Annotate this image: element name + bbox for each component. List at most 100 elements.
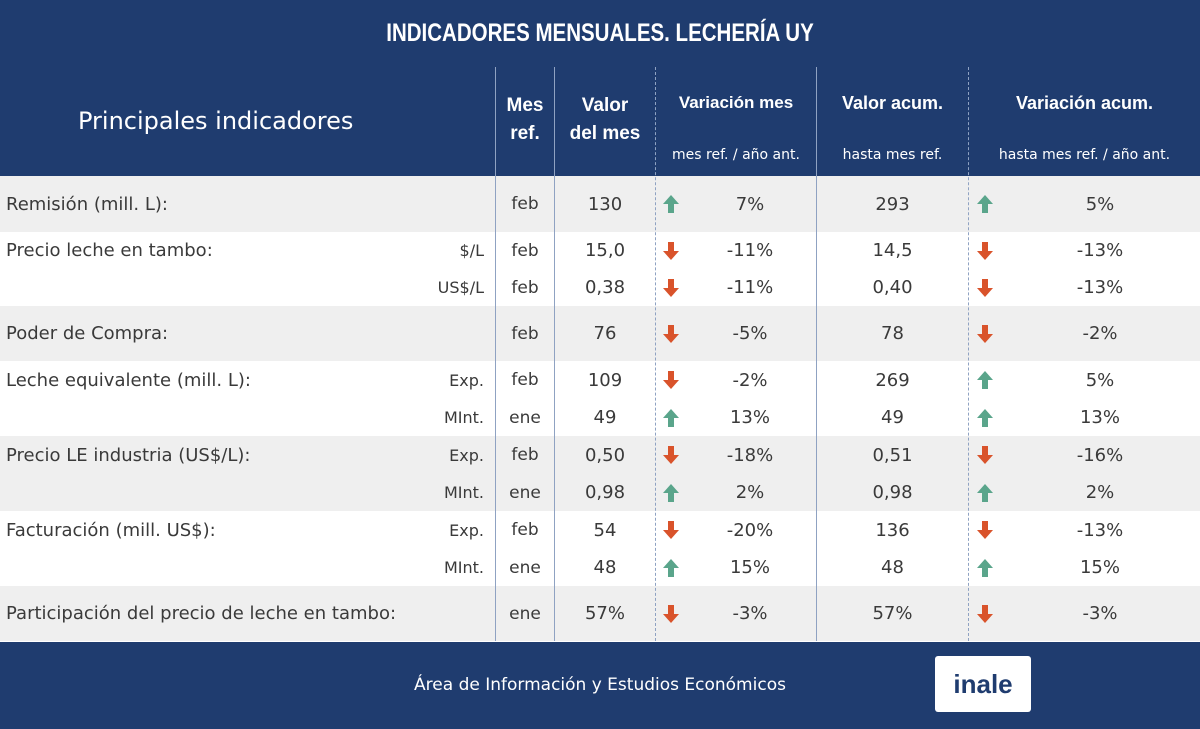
table-row: US$/L feb 0,38 -11% 0,40 -13%	[0, 269, 1200, 306]
column-divider	[655, 67, 656, 641]
arrow-up-icon	[974, 549, 996, 586]
variacion-mes-value: -11%	[726, 240, 774, 261]
header-mes-ref: Mes ref.	[496, 67, 554, 176]
unit-label: MInt.	[443, 408, 484, 427]
indicator-label: Remisión (mill. L):	[6, 193, 168, 215]
unit-label: $/L	[459, 241, 484, 260]
column-divider	[495, 67, 496, 641]
table-row: Precio leche en tambo: $/L feb 15,0 -11% 14,5…	[0, 232, 1200, 269]
header-varacum-title: Variación acum.	[1015, 93, 1154, 113]
header-acum-sub: hasta mes ref.	[842, 147, 943, 163]
valor-mes-value: 15,0	[584, 240, 626, 261]
indicator-label	[6, 399, 426, 436]
valor-acum-value: 49	[881, 407, 904, 428]
table-row: Participación del precio de leche en tam…	[0, 586, 1200, 641]
unit-label: US$/L	[437, 278, 484, 297]
variacion-acum-value: -13%	[1076, 277, 1124, 298]
variacion-acum-value: -13%	[1076, 240, 1124, 261]
mes-ref-value: feb	[511, 277, 539, 298]
valor-mes-value: 48	[593, 557, 617, 578]
mes-ref-value: feb	[511, 370, 539, 390]
mes-ref-value: ene	[509, 407, 541, 428]
arrow-down-icon	[660, 511, 682, 549]
table-row: Remisión (mill. L): feb 130 7% 293 5%	[0, 176, 1200, 232]
valor-mes-value: 0,50	[584, 444, 626, 466]
table-row: MInt. ene 0,98 2% 0,98 2%	[0, 474, 1200, 511]
arrow-up-icon	[660, 474, 682, 511]
valor-acum-value: 136	[875, 519, 910, 541]
variacion-mes-value: -11%	[726, 277, 774, 298]
table-row: Precio LE industria (US$/L): Exp. feb 0,50 -…	[0, 436, 1200, 474]
unit-label: Exp.	[449, 520, 484, 540]
arrow-down-icon	[660, 361, 682, 399]
valor-mes-value: 49	[593, 407, 617, 428]
valor-acum-value: 57%	[872, 603, 913, 624]
arrow-down-icon	[660, 269, 682, 306]
mes-ref-value: feb	[511, 194, 539, 214]
indicator-label: Poder de Compra:	[6, 323, 169, 344]
valor-acum-value: 293	[875, 193, 910, 215]
title-bar: INDICADORES MENSUALES. LECHERÍA UY	[0, 0, 1200, 68]
valor-mes-value: 0,38	[584, 277, 626, 298]
header-var-sub: mes ref. / año ant.	[672, 147, 800, 163]
inale-logo: inale	[935, 656, 1031, 712]
variacion-mes-value: -3%	[732, 603, 768, 624]
variacion-acum-value: 5%	[1085, 193, 1115, 215]
unit-label	[400, 586, 484, 641]
footer-text: Área de Información y Estudios Económico…	[414, 675, 786, 695]
variacion-acum-value: 13%	[1079, 407, 1120, 428]
table-row: Facturación (mill. US$): Exp. feb 54 -20% 136…	[0, 511, 1200, 549]
variacion-acum-value: -3%	[1082, 603, 1118, 624]
unit-label: MInt.	[443, 558, 484, 577]
header-variacion-acum: Variación acum. hasta mes ref. / año ant…	[969, 67, 1200, 176]
valor-acum-value: 0,51	[872, 444, 913, 466]
column-divider	[554, 67, 555, 641]
variacion-mes-value: -20%	[726, 519, 774, 541]
header-mes-line2: ref.	[510, 123, 540, 144]
arrow-up-icon	[974, 474, 996, 511]
column-divider	[816, 67, 817, 641]
valor-acum-value: 0,40	[872, 277, 913, 298]
header-mes-line1: Mes	[506, 95, 544, 116]
variacion-acum-value: 15%	[1079, 557, 1120, 578]
valor-mes-value: 54	[593, 519, 617, 541]
header-variacion-mes: Variación mes mes ref. / año ant.	[656, 67, 816, 176]
variacion-mes-value: -5%	[732, 323, 768, 344]
header-valor-line1: Valor	[581, 95, 629, 116]
variacion-mes-value: 2%	[735, 482, 765, 503]
header-valor-acum: Valor acum. hasta mes ref.	[817, 67, 968, 176]
page-title: INDICADORES MENSUALES. LECHERÍA UY	[386, 19, 814, 47]
header-varacum-sub: hasta mes ref. / año ant.	[998, 147, 1171, 163]
indicator-label	[6, 474, 426, 511]
variacion-acum-value: -2%	[1082, 323, 1118, 344]
variacion-mes-value: 7%	[735, 193, 765, 215]
indicator-label: Precio LE industria (US$/L):	[6, 444, 251, 466]
indicator-label	[6, 549, 426, 586]
unit-label: MInt.	[443, 483, 484, 502]
arrow-up-icon	[660, 549, 682, 586]
arrow-up-icon	[974, 361, 996, 399]
unit-label: Exp.	[449, 445, 484, 465]
valor-mes-value: 76	[593, 323, 617, 344]
arrow-up-icon	[974, 399, 996, 436]
valor-acum-value: 0,98	[872, 482, 913, 503]
arrow-down-icon	[974, 306, 996, 361]
valor-acum-value: 48	[881, 557, 904, 578]
arrow-down-icon	[660, 436, 682, 474]
valor-acum-value: 14,5	[872, 240, 913, 261]
mes-ref-value: ene	[509, 482, 541, 503]
arrow-down-icon	[660, 586, 682, 641]
valor-acum-value: 269	[875, 369, 910, 391]
column-divider	[968, 67, 969, 641]
mes-ref-value: feb	[511, 323, 539, 344]
arrow-down-icon	[974, 436, 996, 474]
unit-label: Exp.	[449, 370, 484, 390]
indicator-label: Precio leche en tambo:	[6, 240, 213, 261]
variacion-acum-value: 2%	[1085, 482, 1115, 503]
mes-ref-value: feb	[511, 520, 539, 540]
mes-ref-value: feb	[511, 240, 539, 261]
indicator-label: Facturación (mill. US$):	[6, 519, 216, 541]
valor-mes-value: 0,98	[584, 482, 626, 503]
valor-mes-value: 109	[587, 369, 623, 391]
